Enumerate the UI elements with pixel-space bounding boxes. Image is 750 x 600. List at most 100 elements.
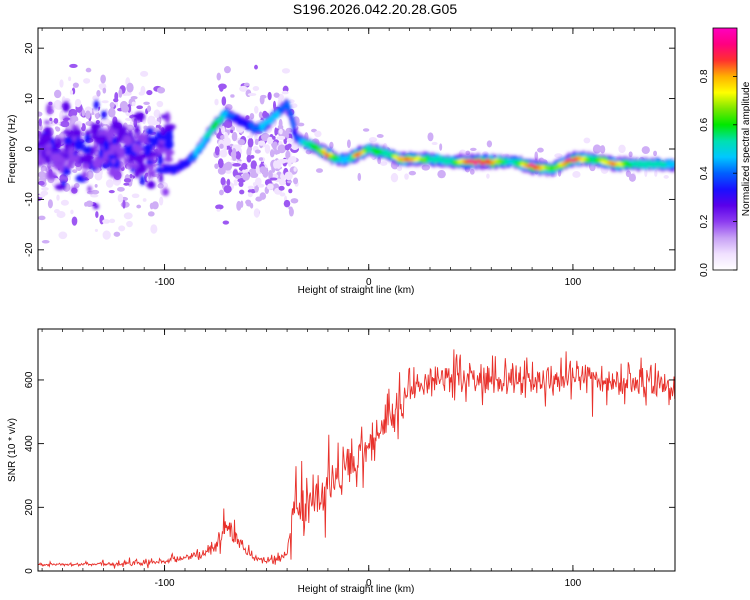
- spectrogram-speckle: [252, 85, 260, 92]
- spectrogram-speckle: [59, 174, 68, 182]
- spectrogram-ridge-point: [561, 162, 567, 167]
- spectrogram-ridge-point: [505, 159, 510, 164]
- spectrogram-x-ticks: -100 0 100: [41, 28, 676, 288]
- spectrogram-speckle: [278, 179, 287, 186]
- spectrogram-speckle: [85, 200, 94, 207]
- spectrogram-speckle: [69, 63, 78, 69]
- spectrogram-cluster-point: [45, 143, 53, 148]
- spectrogram-cluster-point: [135, 153, 146, 161]
- spectrogram-speckle: [275, 159, 282, 169]
- spectrogram-speckle: [74, 98, 82, 108]
- spectrogram-speckle: [243, 82, 250, 87]
- spectrogram-cluster-point: [146, 180, 156, 189]
- spectrogram-speckle: [147, 115, 155, 126]
- spectrogram-speckle: [109, 101, 115, 109]
- spectrogram-speckle: [272, 135, 276, 140]
- spectrogram-cluster-point: [115, 147, 126, 155]
- spectrogram-speckle: [240, 200, 244, 208]
- snr-frame: [37, 328, 676, 572]
- spectrogram-cluster-point: [67, 146, 75, 157]
- spectrogram-cluster-point: [140, 134, 148, 145]
- spectrogram-ridge-point: [473, 161, 478, 166]
- spectrogram-speckle: [159, 196, 164, 206]
- spectrogram-speckle: [376, 134, 384, 138]
- spectrogram-cluster-point: [163, 123, 176, 130]
- spectrogram-ridge-point: [671, 160, 675, 167]
- spectrogram-speckle: [247, 192, 253, 198]
- spectrogram-ridge-point: [336, 157, 341, 161]
- spectrogram-speckle: [276, 135, 286, 140]
- spectrogram-cluster-point: [65, 162, 73, 169]
- spectrogram-speckle: [216, 72, 221, 81]
- spectrogram-cluster-point: [134, 124, 140, 135]
- spectrogram-speckle: [70, 209, 74, 215]
- spectrogram-cluster-point: [90, 146, 95, 157]
- spectrogram-cluster-point: [46, 103, 53, 115]
- spectrogram-speckle: [288, 99, 295, 104]
- spectrogram-speckle: [143, 101, 150, 105]
- spectrogram-cluster-point: [82, 171, 88, 179]
- spectrogram-speckle: [329, 141, 334, 149]
- spectrogram-ridge-point: [284, 100, 289, 107]
- colorbar-label: Normalized spectral amplitude: [741, 81, 750, 216]
- spectrogram-speckle: [255, 164, 260, 174]
- spectrogram-x-label: Height of straight line (km): [298, 285, 415, 296]
- spectrogram-speckle: [216, 208, 221, 212]
- spectrogram-cluster-point: [107, 154, 117, 160]
- spectrogram-speckle: [136, 105, 143, 110]
- spectrogram-speckle: [260, 94, 267, 99]
- spectrogram-cluster-point: [111, 137, 118, 145]
- spectrogram-speckle: [222, 220, 230, 225]
- spectrogram-speckle: [230, 151, 237, 159]
- spectrogram-speckle: [220, 177, 226, 186]
- snr-y-tick-label: 200: [24, 499, 35, 516]
- spectrogram-speckle: [214, 98, 219, 106]
- spectrogram-speckle: [109, 218, 116, 224]
- spectrogram-speckle: [274, 127, 278, 136]
- spectrogram-speckle: [108, 107, 116, 118]
- spectrogram-cluster-point: [40, 133, 51, 145]
- snr-x-label: Height of straight line (km): [298, 584, 415, 595]
- spectrogram-speckle: [56, 210, 66, 219]
- spectrogram-speckle: [281, 159, 290, 163]
- spectrogram-speckle: [293, 167, 297, 172]
- spectrogram-cluster-point: [43, 149, 53, 156]
- spectrogram-speckle: [290, 198, 299, 204]
- spectrogram-speckle: [47, 199, 53, 209]
- spectrogram-cluster-point: [63, 130, 71, 135]
- spectrogram-ridge-point: [647, 161, 652, 165]
- colorbar: 0.0 0.2 0.4 0.6 0.8 Normalized spectral ampl…: [699, 27, 750, 277]
- spectrogram-speckle: [85, 67, 92, 73]
- spectrogram-cluster-point: [164, 130, 174, 143]
- snr-series-line: [38, 349, 675, 569]
- spectrogram-speckle: [220, 125, 226, 134]
- spectrogram-speckle: [583, 137, 591, 144]
- spectrogram-speckle: [281, 68, 291, 74]
- spectrogram-speckle: [390, 172, 399, 183]
- spectrogram-speckle: [283, 199, 291, 208]
- spectrogram-cluster-point: [98, 148, 104, 159]
- spectrogram-ridge-point: [188, 155, 193, 162]
- spectrogram-speckle: [277, 144, 287, 154]
- spectrogram-cluster-point: [128, 156, 134, 163]
- spectrogram-speckle: [56, 194, 60, 201]
- spectrogram-speckle: [663, 175, 669, 179]
- spectrogram-ridge-point: [291, 129, 297, 136]
- spectrogram-speckle: [122, 199, 126, 209]
- spectrogram-speckle: [368, 137, 378, 143]
- spectrogram-ridge-point: [510, 159, 516, 163]
- snr-x-ticks: -100 0 100: [41, 329, 676, 589]
- spectrogram-speckle: [233, 179, 238, 184]
- spectrogram-ridge-point: [325, 153, 330, 158]
- spectrogram-speckle: [96, 90, 101, 97]
- spectrogram-speckle: [147, 105, 152, 112]
- spectrogram-cluster-point: [122, 144, 133, 156]
- spectrogram-speckle: [223, 162, 232, 171]
- spectrogram-speckle: [469, 168, 475, 175]
- spectrogram-speckle: [314, 130, 322, 138]
- spectrogram-speckle: [267, 136, 274, 145]
- spectrogram-speckle: [288, 207, 294, 217]
- spectrogram-speckle: [98, 83, 106, 89]
- spectrogram-speckle: [242, 172, 250, 181]
